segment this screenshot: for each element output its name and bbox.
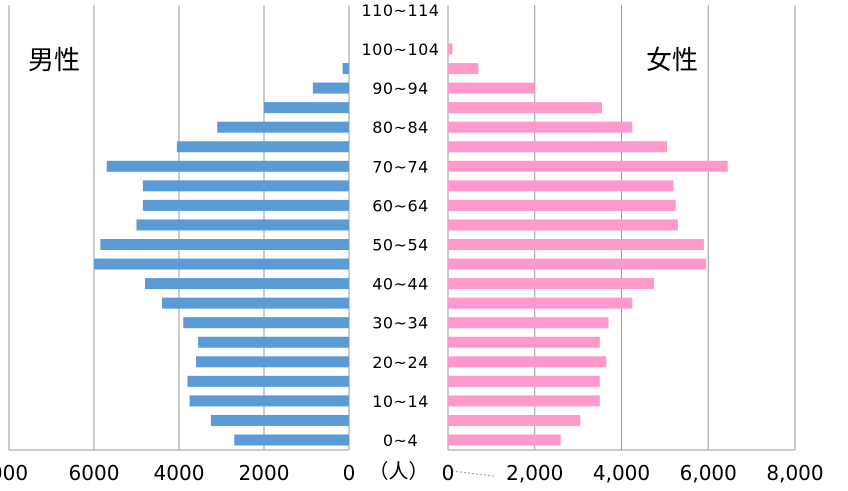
male-bar (94, 258, 349, 270)
male-bar (100, 239, 349, 250)
male-bar (264, 102, 349, 114)
male-xtick-label: 4000 (154, 461, 205, 485)
female-bar (448, 219, 678, 231)
female-bar (448, 278, 655, 290)
female-bar (448, 82, 535, 94)
male-xtick-label: 6000 (69, 461, 120, 485)
female-bar (448, 239, 704, 250)
age-group-label: 0~4 (383, 431, 418, 450)
female-bar (448, 414, 581, 426)
male-bar (210, 414, 349, 426)
age-group-label: 90~94 (372, 79, 429, 98)
male-bar (145, 278, 349, 290)
female-bar (448, 63, 479, 75)
male-bar (183, 317, 349, 329)
female-bar (448, 317, 609, 329)
male-bar (176, 141, 349, 153)
age-group-label: 30~34 (372, 314, 429, 333)
male-bar (342, 63, 349, 75)
unit-label: （人） (369, 459, 429, 483)
female-bar (448, 356, 607, 368)
male-bar (142, 199, 349, 211)
female-bar (448, 180, 674, 192)
female-xtick-label: 0 (442, 461, 455, 485)
female-label: 女性 (643, 40, 702, 77)
female-bar (448, 258, 707, 270)
male-bar (136, 219, 349, 231)
male-bar (187, 375, 349, 387)
male-xtick-label: 2000 (239, 461, 290, 485)
age-group-label: 40~44 (372, 275, 429, 294)
male-bar (162, 297, 349, 309)
male-bar (312, 82, 349, 94)
age-group-label: 80~84 (372, 118, 429, 137)
male-xtick-label: 0 (343, 461, 356, 485)
female-bar (448, 43, 453, 55)
age-group-label: 110~114 (362, 1, 440, 20)
male-bar (189, 395, 349, 407)
female-bar (448, 375, 600, 387)
male-bar (217, 121, 349, 133)
female-bar (448, 297, 633, 309)
male-bar (106, 160, 349, 172)
female-xtick-label: 6,000 (680, 461, 737, 485)
female-bar (448, 199, 676, 211)
female-bar (448, 395, 600, 407)
male-bar (198, 336, 349, 348)
age-group-label: 70~74 (372, 157, 429, 176)
age-group-label: 60~64 (372, 196, 429, 215)
axis-connector (451, 470, 495, 477)
age-group-label: 50~54 (372, 236, 429, 255)
male-bar (196, 356, 349, 368)
male-xtick-label: 000 (0, 461, 28, 485)
male-bar (234, 434, 349, 446)
age-group-label: 100~104 (362, 40, 440, 59)
female-bar (448, 102, 602, 114)
female-bar (448, 160, 728, 172)
female-bar (448, 121, 633, 133)
female-xtick-label: 2,000 (506, 461, 563, 485)
female-xtick-label: 4,000 (593, 461, 650, 485)
male-bar (142, 180, 349, 192)
female-bar (448, 434, 561, 446)
age-group-label: 10~14 (372, 392, 429, 411)
female-xtick-label: 8,000 (766, 461, 823, 485)
age-group-label: 20~24 (372, 353, 429, 372)
female-bar (448, 336, 600, 348)
female-bar (448, 141, 668, 153)
male-label: 男性 (25, 40, 84, 77)
